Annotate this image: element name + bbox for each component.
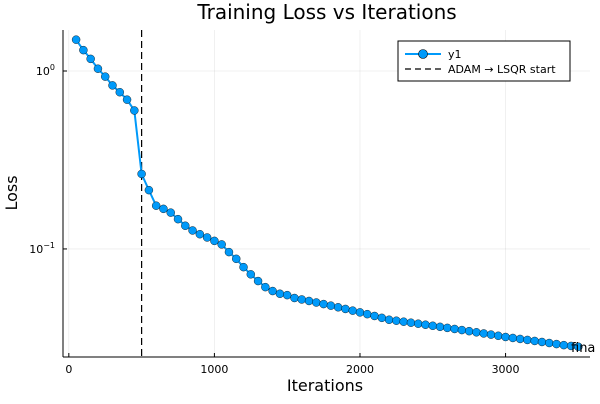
data-point bbox=[224, 247, 234, 257]
data-point bbox=[530, 336, 539, 346]
data-point bbox=[181, 221, 190, 230]
data-point bbox=[246, 270, 255, 279]
legend-vline-label: ADAM → LSQR start bbox=[448, 63, 556, 76]
data-point bbox=[486, 330, 496, 339]
x-tick-label: 0 bbox=[65, 363, 72, 376]
x-tick-label: 3000 bbox=[492, 363, 520, 376]
data-point bbox=[79, 45, 88, 55]
data-point bbox=[202, 233, 212, 242]
data-point bbox=[130, 106, 139, 115]
data-point bbox=[71, 35, 81, 44]
data-point bbox=[312, 298, 321, 307]
data-point bbox=[268, 286, 277, 296]
y-tick-label: 10−1 bbox=[29, 241, 55, 256]
data-point bbox=[435, 322, 445, 332]
data-point bbox=[159, 204, 168, 214]
data-point bbox=[399, 317, 408, 326]
data-point bbox=[457, 325, 467, 335]
data-point bbox=[217, 240, 226, 249]
data-point bbox=[261, 282, 270, 292]
data-point bbox=[137, 169, 146, 179]
data-point bbox=[319, 299, 328, 309]
x-axis-label: Iterations bbox=[287, 376, 363, 395]
data-point bbox=[188, 226, 197, 235]
data-point bbox=[545, 338, 554, 348]
data-point bbox=[101, 72, 110, 81]
data-point bbox=[406, 318, 416, 327]
data-point bbox=[384, 315, 394, 324]
data-point bbox=[574, 342, 583, 351]
data-point bbox=[195, 230, 205, 239]
data-point bbox=[494, 331, 503, 340]
data-point bbox=[370, 311, 379, 321]
data-point bbox=[501, 332, 510, 342]
data-point bbox=[115, 88, 124, 97]
data-point bbox=[232, 254, 241, 264]
x-tick-label: 2000 bbox=[346, 363, 374, 376]
data-point bbox=[464, 326, 474, 336]
data-point bbox=[304, 296, 314, 306]
legend-series-marker bbox=[418, 49, 428, 59]
data-point bbox=[348, 306, 357, 315]
final-annotation: fina bbox=[571, 341, 595, 356]
data-point bbox=[552, 339, 561, 349]
data-point bbox=[508, 333, 518, 343]
data-point bbox=[210, 236, 219, 246]
data-point bbox=[173, 214, 183, 224]
data-point bbox=[355, 308, 365, 317]
chart-title: Training Loss vs Iterations bbox=[196, 0, 456, 24]
data-point bbox=[166, 208, 175, 217]
data-point bbox=[421, 320, 430, 329]
data-point bbox=[253, 276, 263, 286]
data-point bbox=[559, 340, 568, 350]
data-point bbox=[392, 316, 401, 325]
data-point bbox=[450, 324, 459, 334]
data-point bbox=[275, 289, 285, 298]
axes bbox=[62, 30, 590, 358]
data-point bbox=[472, 328, 481, 337]
data-point bbox=[363, 309, 372, 319]
legend: y1 ADAM → LSQR start bbox=[397, 40, 571, 82]
data-point bbox=[144, 185, 154, 195]
data-point bbox=[377, 313, 387, 323]
data-point bbox=[151, 201, 161, 210]
data-point bbox=[108, 81, 117, 90]
data-point bbox=[515, 334, 525, 344]
data-point bbox=[414, 319, 423, 328]
series-y1 bbox=[71, 35, 583, 351]
y-axis-label: Loss bbox=[2, 175, 21, 210]
x-tick-label: 1000 bbox=[200, 363, 228, 376]
data-point bbox=[523, 335, 532, 345]
data-point bbox=[479, 329, 488, 338]
data-point bbox=[333, 303, 343, 312]
data-point bbox=[297, 295, 306, 304]
data-point bbox=[443, 323, 452, 333]
data-point bbox=[537, 337, 547, 347]
legend-series-label: y1 bbox=[448, 48, 462, 61]
data-point bbox=[86, 54, 95, 64]
data-point bbox=[93, 64, 103, 73]
legend-box bbox=[397, 40, 571, 82]
data-point bbox=[326, 301, 336, 310]
data-point bbox=[239, 262, 248, 272]
data-point bbox=[282, 290, 292, 300]
data-point bbox=[341, 304, 350, 314]
data-point bbox=[290, 293, 299, 303]
data-point bbox=[122, 95, 132, 104]
y-ticks: 10−1 100 bbox=[29, 63, 67, 256]
grid bbox=[63, 30, 590, 357]
data-point bbox=[428, 321, 437, 330]
x-ticks: 0 1000 2000 3000 bbox=[65, 353, 520, 376]
y-tick-label: 100 bbox=[36, 63, 55, 78]
